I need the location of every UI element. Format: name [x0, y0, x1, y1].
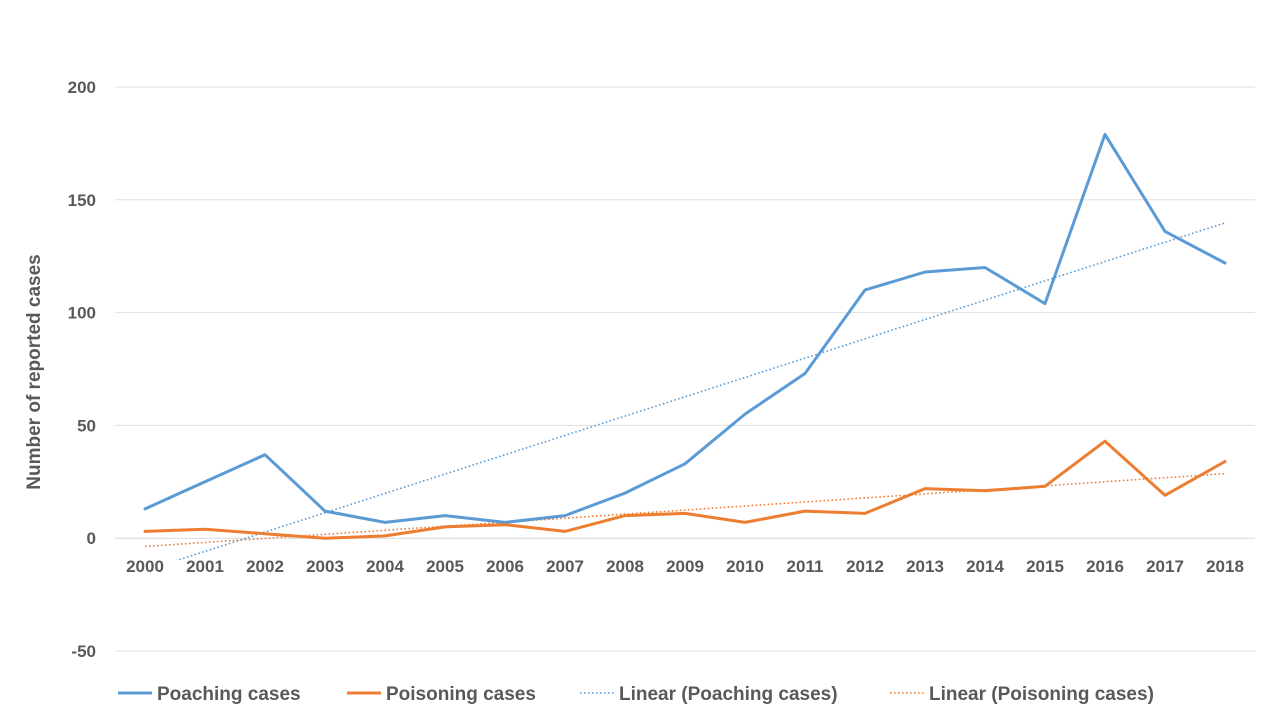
x-tick-label: 2000	[126, 557, 164, 576]
legend-label: Poaching cases	[157, 684, 301, 705]
x-tick-label: 2009	[666, 557, 704, 576]
trendline-poisoning	[144, 472, 1226, 548]
x-tick-label: 2010	[726, 557, 764, 576]
x-tick-label: 2015	[1026, 557, 1064, 576]
x-tick-label: 2006	[486, 557, 524, 576]
y-tick-label: 0	[87, 529, 96, 548]
x-tick-label: 2003	[306, 557, 344, 576]
x-tick-label: 2012	[846, 557, 884, 576]
legend-label: Linear (Poaching cases)	[619, 684, 838, 705]
legend-item: Linear (Poisoning cases)	[890, 684, 1154, 705]
trendline-poaching	[175, 222, 1226, 560]
legend: Poaching cases Poisoning cases Linear (Poa…	[118, 684, 1154, 705]
x-tick-label: 2001	[186, 557, 224, 576]
legend-label: Linear (Poisoning cases)	[929, 684, 1154, 705]
series-line-poaching	[143, 132, 1227, 524]
x-tick-label: 2011	[787, 557, 824, 576]
legend-item: Poaching cases	[118, 684, 301, 705]
x-tick-label: 2008	[606, 557, 644, 576]
x-tick-label: 2002	[246, 557, 284, 576]
legend-label: Poisoning cases	[386, 684, 536, 705]
y-axis-title: Number of reported cases	[24, 254, 45, 489]
x-tick-label: 2017	[1146, 557, 1184, 576]
y-tick-label: -50	[71, 642, 96, 661]
legend-item: Linear (Poaching cases)	[580, 684, 838, 705]
x-tick-label: 2016	[1086, 557, 1124, 576]
x-tick-label: 2005	[426, 557, 464, 576]
x-tick-label: 2013	[906, 557, 944, 576]
x-tick-label: 2014	[966, 557, 1004, 576]
y-tick-label: 150	[68, 191, 96, 210]
y-tick-label: 100	[68, 304, 96, 323]
series-group	[143, 132, 1227, 560]
series-line-poisoning	[143, 439, 1227, 540]
x-tick-label: 2004	[366, 557, 404, 576]
x-tick-label: 2007	[546, 557, 584, 576]
legend-item: Poisoning cases	[347, 684, 536, 705]
y-tick-label: 50	[77, 416, 96, 435]
x-tick-label: 2018	[1206, 557, 1244, 576]
x-axis-ticks: 2000 2001 2002 2003 2004 2005 2006 2007 2008 2009…	[126, 557, 1244, 576]
y-tick-label: 200	[68, 78, 96, 97]
y-axis-ticks: -50 0 50 100 150 200	[68, 78, 96, 661]
